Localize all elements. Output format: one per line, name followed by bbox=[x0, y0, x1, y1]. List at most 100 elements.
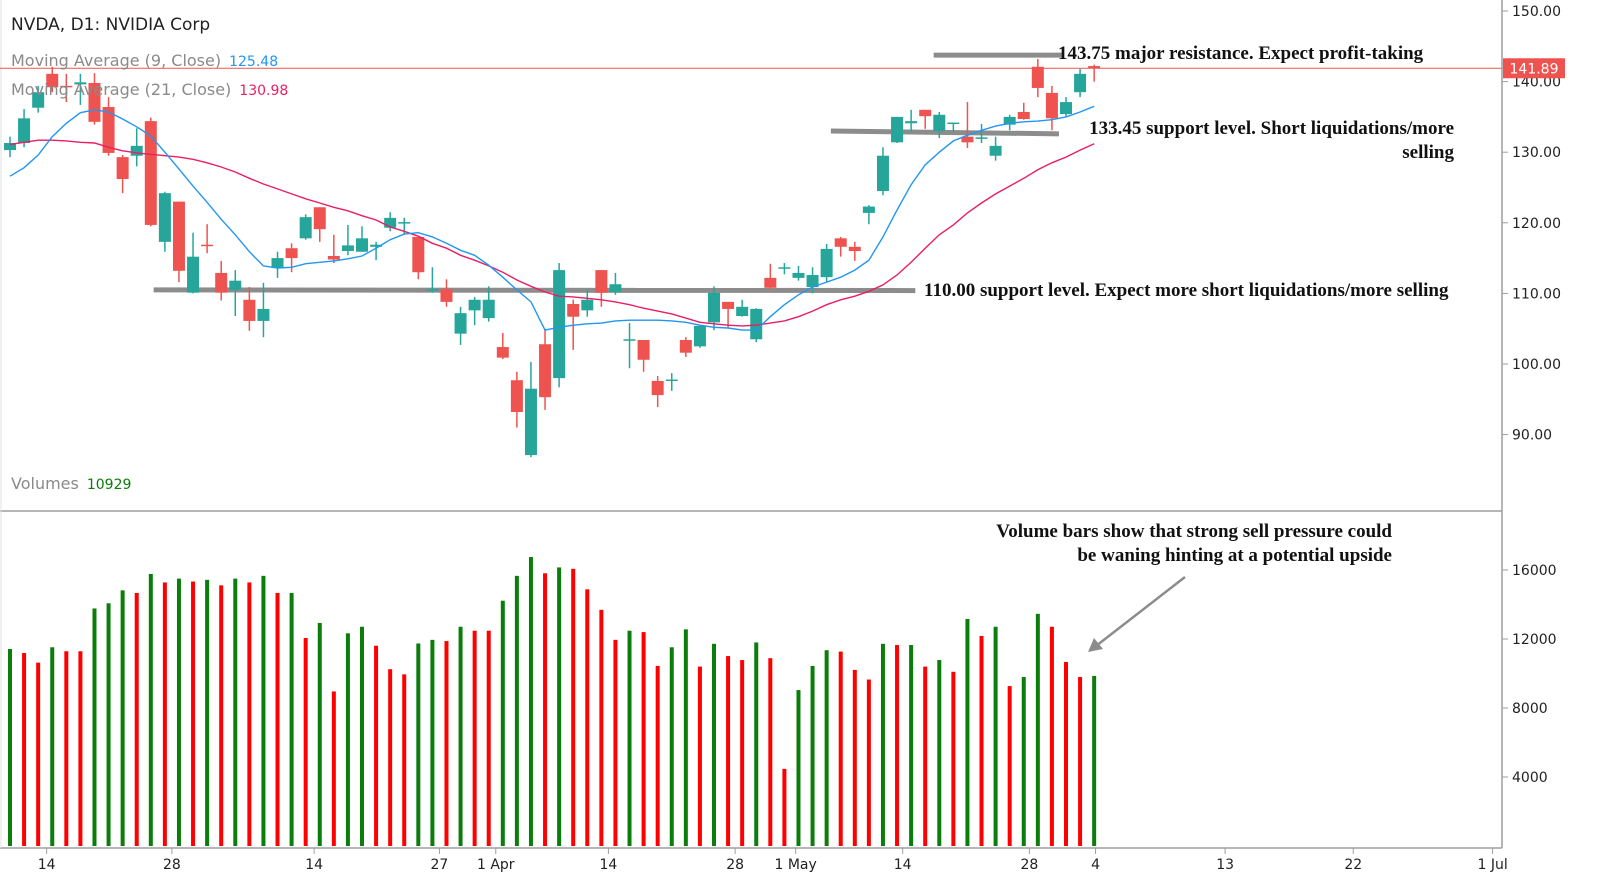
time-axis[interactable]: 14 28 14 27 1 Apr 14 28 1 May 14 28 4 13 22 1 Jul bbox=[38, 848, 1508, 873]
volume-bar bbox=[134, 592, 139, 846]
volume-tick-label: 12000 bbox=[1512, 632, 1557, 648]
time-tick-label: 1 Apr bbox=[477, 857, 515, 873]
candle-body bbox=[539, 344, 552, 398]
candle-body bbox=[158, 193, 171, 242]
candle-body bbox=[961, 136, 974, 143]
candle-body bbox=[243, 299, 256, 321]
candle-body bbox=[876, 155, 889, 192]
volume-bar bbox=[317, 622, 322, 846]
volume-bar bbox=[303, 637, 308, 846]
price-tick-label: 110.00 bbox=[1512, 286, 1561, 302]
volume-bar bbox=[500, 600, 505, 846]
candle-body bbox=[806, 275, 819, 288]
candle-body bbox=[975, 137, 988, 139]
volume-bar bbox=[36, 662, 41, 846]
price-tick-label: 90.00 bbox=[1512, 428, 1552, 444]
candle-body bbox=[313, 207, 326, 230]
candle-body bbox=[1088, 66, 1101, 69]
candle-body bbox=[496, 347, 509, 358]
legend-ma21[interactable]: Moving Average (21, Close) 130.98 bbox=[11, 80, 288, 99]
candle-body bbox=[356, 238, 368, 252]
candle-body bbox=[708, 292, 720, 323]
candle-body bbox=[172, 201, 185, 271]
volume-bar bbox=[50, 647, 55, 846]
current-price: 141.89 bbox=[0, 58, 1565, 79]
volume-bar bbox=[1049, 626, 1054, 846]
time-tick-label: 13 bbox=[1216, 857, 1234, 873]
arrow-head-icon bbox=[1088, 638, 1103, 652]
volume-bar bbox=[430, 639, 435, 846]
volume-bar bbox=[514, 575, 519, 846]
volume-bar bbox=[965, 618, 970, 846]
candle-body bbox=[60, 85, 73, 88]
volume-bar bbox=[838, 651, 843, 846]
candle-body bbox=[187, 256, 200, 293]
candle-body bbox=[750, 308, 763, 340]
volume-bar bbox=[331, 691, 336, 846]
volumes-value: 10929 bbox=[86, 477, 132, 493]
volume-bar bbox=[247, 582, 252, 846]
volume-bar bbox=[796, 690, 801, 846]
candle-body bbox=[693, 325, 706, 347]
candle-body bbox=[905, 121, 918, 124]
candle-body bbox=[102, 107, 115, 153]
volume-bar bbox=[106, 603, 111, 846]
volume-bar bbox=[712, 643, 716, 846]
volume-bar bbox=[120, 590, 125, 846]
candle-body bbox=[341, 245, 354, 252]
volume-bar bbox=[486, 630, 491, 846]
time-tick-label: 28 bbox=[163, 857, 181, 873]
ma21-label: Moving Average (21, Close) bbox=[11, 80, 232, 99]
candle-body bbox=[4, 143, 16, 151]
candle-body bbox=[1045, 92, 1058, 119]
volume-bar bbox=[543, 573, 548, 846]
volume-bar bbox=[599, 609, 604, 846]
candle-body bbox=[989, 145, 1002, 156]
volume-bar bbox=[8, 649, 12, 846]
level-line bbox=[830, 128, 1059, 137]
candle-body bbox=[215, 272, 228, 293]
volume-tick-label: 16000 bbox=[1512, 563, 1557, 579]
volume-bar bbox=[416, 643, 421, 846]
volume-bar bbox=[1035, 613, 1040, 846]
candle-body bbox=[229, 280, 242, 290]
volume-bar bbox=[768, 658, 773, 846]
volume-bar bbox=[824, 650, 829, 846]
candle-body bbox=[665, 379, 678, 382]
ma9-line bbox=[9, 105, 1095, 331]
volume-bar bbox=[345, 633, 350, 846]
volume-bar bbox=[261, 575, 266, 846]
candle-body bbox=[1003, 116, 1016, 125]
volume-bar bbox=[1078, 676, 1083, 846]
candle-body bbox=[1031, 66, 1044, 88]
volume-axis[interactable]: 16000 12000 8000 4000 bbox=[1502, 563, 1557, 786]
volume-bar bbox=[289, 592, 294, 846]
candle-body bbox=[510, 380, 523, 413]
volume-bar bbox=[388, 669, 393, 846]
candle-body bbox=[722, 301, 735, 309]
annotation-support-133: 133.45 support level. Short liquidations… bbox=[1089, 117, 1454, 165]
volume-bar bbox=[219, 585, 224, 846]
volume-bar bbox=[909, 645, 914, 846]
legend-ma9[interactable]: Moving Average (9, Close) 125.48 bbox=[11, 51, 278, 70]
legend-volumes[interactable]: Volumes 10929 bbox=[11, 474, 131, 493]
candle-body bbox=[637, 339, 650, 360]
candle-body bbox=[764, 277, 777, 288]
volume-bar bbox=[669, 647, 674, 846]
volume-bar bbox=[937, 660, 942, 846]
arrow-shaft bbox=[1095, 576, 1186, 647]
volume-bar bbox=[402, 674, 407, 846]
candle-body bbox=[1017, 111, 1030, 120]
candle-body bbox=[848, 246, 861, 252]
ma9-value: 125.48 bbox=[229, 54, 279, 70]
candle-body bbox=[679, 339, 692, 353]
volume-bar bbox=[205, 579, 210, 846]
time-tick-label: 14 bbox=[599, 857, 617, 873]
candle-body bbox=[46, 73, 59, 88]
price-axis[interactable]: 150.00 140.00 130.00 120.00 110.00 100.00 90.0… bbox=[1502, 4, 1561, 444]
candle-body bbox=[778, 267, 791, 269]
annotation-volume: Volume bars show that strong sell pressu… bbox=[996, 520, 1392, 568]
time-tick-label: 14 bbox=[305, 857, 323, 873]
volume-bar bbox=[571, 568, 576, 846]
